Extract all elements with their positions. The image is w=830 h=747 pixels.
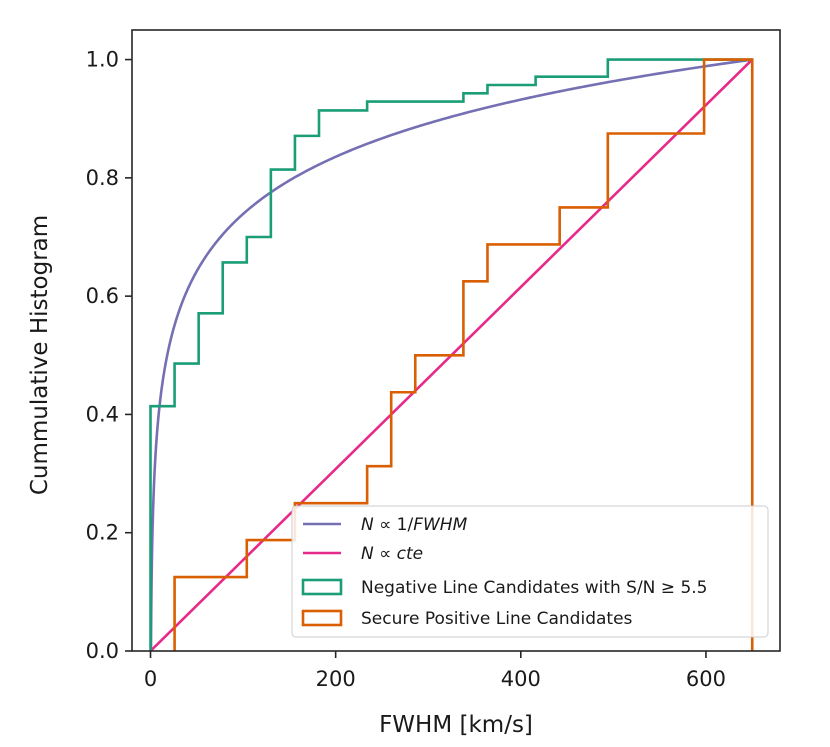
axes-frame [131, 29, 781, 652]
legend-entry-label: Secure Positive Line Candidates [361, 609, 633, 629]
x-tick-label: 400 [501, 667, 541, 691]
legend-entry-text-part: N [361, 515, 374, 535]
y-tick-label: 0.8 [86, 166, 119, 190]
legend-swatch [301, 578, 343, 596]
legend-entry-label: Negative Line Candidates with S/N ≥ 5.5 [361, 578, 708, 598]
legend-entry-text-part: cte [397, 544, 423, 564]
plot-area [131, 29, 781, 652]
x-tick-label: 0 [144, 667, 157, 691]
legend-entry-label: N ∝ 1/FWHM [361, 515, 468, 535]
series-line-1 [149, 58, 753, 651]
legend-box [291, 505, 769, 638]
legend-entry-text-part: N [361, 544, 374, 564]
y-tick-label: 0.0 [86, 639, 119, 663]
legend-entry-label: N ∝ cte [361, 544, 423, 564]
y-tick-label: 1.0 [86, 48, 119, 72]
series-line-3 [149, 58, 753, 651]
y-axis-label: Cummulative Histogram [27, 215, 53, 495]
series-line-4 [173, 58, 754, 651]
x-tick-label: 200 [316, 667, 356, 691]
y-tick-label: 0.6 [86, 284, 119, 308]
y-tick-label: 0.2 [86, 521, 119, 545]
legend-entry-text-part: ∝ [374, 544, 397, 564]
axis-ticks: 0 200 400 600 0.0 0.2 0.4 0.6 0.8 1.0 [86, 48, 726, 691]
legend-swatch [301, 609, 343, 627]
x-axis-label: FWHM [km/s] [379, 712, 533, 738]
x-tick-label: 600 [686, 667, 726, 691]
legend-entry-text-part: FWHM [413, 515, 467, 535]
legend-entry-text-part: ∝ 1/ [374, 515, 414, 535]
y-tick-label: 0.4 [86, 402, 119, 426]
